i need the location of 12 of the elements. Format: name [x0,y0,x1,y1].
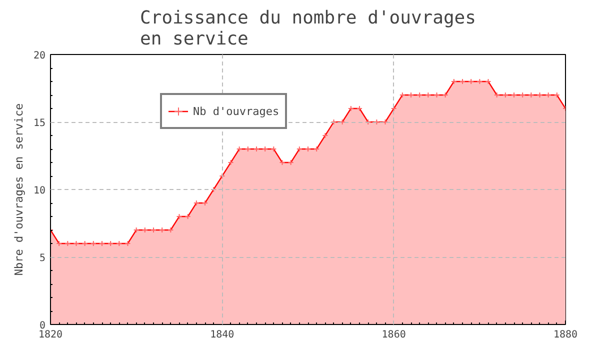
y-tick-label: 5 [39,253,46,264]
y-tick-label: 15 [33,118,46,129]
x-tick-label: 1840 [210,330,234,340]
x-tick-label: 1880 [553,330,578,340]
x-tick-label: 1820 [38,330,63,340]
y-axis-title: Nbre d'ouvrages en service [12,103,26,276]
legend-label: Nb d'ouvrages [193,104,280,118]
chart-title: Croissance du nombre d'ouvrages en service [140,8,476,50]
y-tick-label: 20 [33,50,46,62]
y-tick-label: 10 [33,186,46,196]
y-tick-label: 0 [39,320,46,332]
x-tick-label: 1860 [382,330,406,340]
